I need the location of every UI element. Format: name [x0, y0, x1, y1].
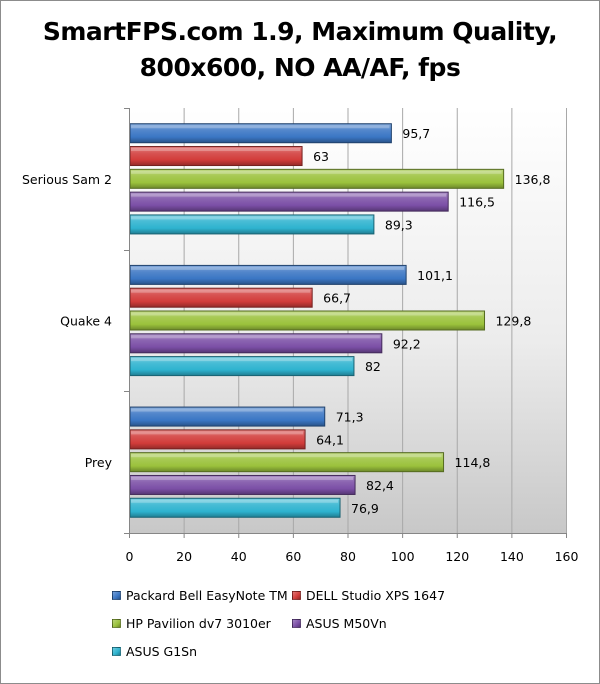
- bar-highlight: [131, 499, 339, 503]
- x-tick-label: 160: [555, 549, 579, 564]
- legend-swatch: [292, 619, 301, 628]
- bar-highlight: [131, 431, 304, 435]
- legend-item: ASUS M50Vn: [292, 616, 387, 631]
- legend-label: Packard Bell EasyNote TM: [126, 588, 288, 603]
- data-label: 64,1: [316, 432, 344, 447]
- category-label: Quake 4: [60, 314, 112, 329]
- legend-item: DELL Studio XPS 1647: [292, 588, 445, 603]
- bar-highlight: [131, 312, 483, 316]
- bar-highlight: [131, 476, 354, 480]
- legend-label: ASUS M50Vn: [306, 616, 387, 631]
- bar-highlight: [131, 289, 311, 293]
- data-label: 116,5: [459, 195, 495, 210]
- chart-title-line-2: 800x600, NO AA/AF, fps: [139, 53, 461, 82]
- data-label: 63: [313, 149, 329, 164]
- data-label: 71,3: [336, 410, 364, 425]
- x-tick-label: 20: [176, 549, 192, 564]
- bar-highlight: [131, 408, 323, 412]
- bar-highlight: [131, 216, 372, 220]
- bar-highlight: [131, 148, 301, 152]
- data-label: 76,9: [351, 501, 379, 516]
- data-label: 82: [365, 359, 381, 374]
- bar-highlight: [131, 193, 447, 197]
- legend-item: ASUS G1Sn: [112, 644, 197, 659]
- x-tick-label: 80: [340, 549, 356, 564]
- bar-highlight: [131, 358, 352, 362]
- bar-highlight: [131, 454, 442, 458]
- legend-label: HP Pavilion dv7 3010er: [126, 616, 271, 631]
- data-label: 66,7: [323, 291, 351, 306]
- data-label: 136,8: [515, 172, 551, 187]
- x-tick-label: 40: [231, 549, 247, 564]
- data-label: 129,8: [496, 314, 532, 329]
- legend-item: Packard Bell EasyNote TM: [112, 588, 288, 603]
- bar-highlight: [131, 266, 405, 270]
- data-label: 82,4: [366, 478, 394, 493]
- x-tick-label: 120: [445, 549, 469, 564]
- bar-highlight: [131, 125, 390, 129]
- legend-item: HP Pavilion dv7 3010er: [112, 616, 271, 631]
- legend-label: DELL Studio XPS 1647: [306, 588, 446, 603]
- chart-title-line-1: SmartFPS.com 1.9, Maximum Quality,: [42, 17, 558, 46]
- legend-label: ASUS G1Sn: [126, 644, 198, 659]
- legend-swatch: [112, 591, 121, 600]
- bar-highlight: [131, 170, 502, 174]
- data-label: 95,7: [402, 126, 430, 141]
- legend-swatch: [112, 619, 121, 628]
- bar-highlight: [131, 335, 380, 339]
- x-tick-label: 0: [126, 549, 134, 564]
- data-label: 114,8: [455, 455, 491, 470]
- x-tick-label: 60: [285, 549, 301, 564]
- category-label: Prey: [85, 455, 113, 470]
- chart-title: SmartFPS.com 1.9, Maximum Quality, 800x6…: [0, 14, 600, 86]
- legend-swatch: [292, 591, 301, 600]
- data-label: 92,2: [393, 336, 421, 351]
- category-label: Serious Sam 2: [22, 172, 112, 187]
- x-tick-label: 140: [500, 549, 524, 564]
- legend-swatch: [112, 647, 121, 656]
- data-label: 89,3: [385, 217, 413, 232]
- x-tick-label: 100: [391, 549, 415, 564]
- data-label: 101,1: [417, 268, 453, 283]
